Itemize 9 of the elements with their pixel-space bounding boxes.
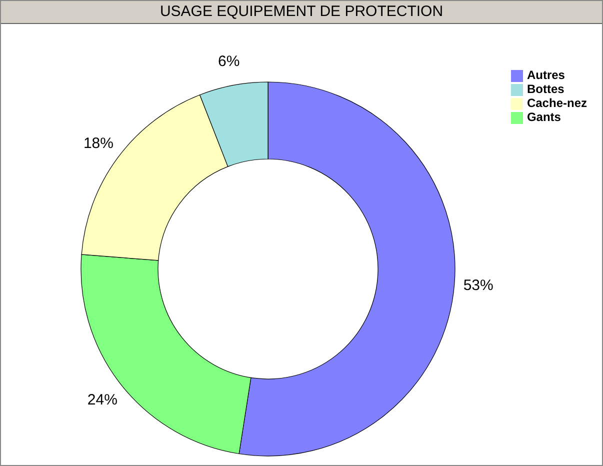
legend-label: Cache-nez [526,96,587,110]
data-label: 18% [83,134,114,152]
legend-label: Autres [526,68,565,82]
legend-label: Bottes [526,82,564,96]
data-label: 24% [87,391,118,408]
data-label: 53% [463,276,494,294]
data-label: 6% [218,53,240,70]
legend-label: Gants [526,110,561,124]
chart-title: USAGE EQUIPEMENT DE PROTECTION [1,1,602,24]
